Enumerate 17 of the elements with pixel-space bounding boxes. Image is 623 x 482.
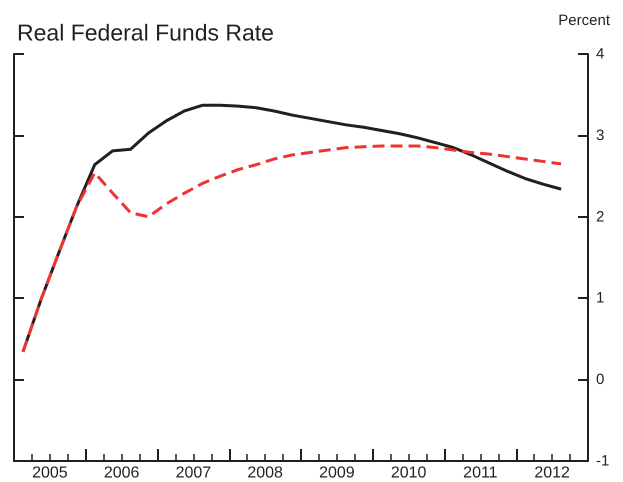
chart-title: Real Federal Funds Rate bbox=[17, 20, 274, 46]
x-tick-label: 2011 bbox=[463, 464, 498, 482]
x-tick-label: 2007 bbox=[176, 464, 212, 482]
line-series bbox=[21, 144, 563, 354]
y-tick-label: -1 bbox=[596, 452, 610, 470]
x-tick-label: 2012 bbox=[534, 464, 570, 482]
x-tick-label: 2009 bbox=[319, 464, 355, 482]
y-tick-label: 3 bbox=[596, 126, 604, 144]
x-tick-label: 2008 bbox=[247, 464, 284, 482]
y-tick-label: 2 bbox=[596, 208, 604, 226]
y-tick-label: 0 bbox=[596, 371, 604, 388]
x-tick-label: 2006 bbox=[104, 464, 140, 482]
x-tick-label: 2005 bbox=[32, 464, 68, 482]
y-axis-title: Percent bbox=[558, 12, 611, 29]
y-tick-label: 4 bbox=[596, 46, 604, 62]
y-tick-label: 1 bbox=[596, 290, 604, 307]
x-tick-label: 2010 bbox=[390, 464, 427, 482]
